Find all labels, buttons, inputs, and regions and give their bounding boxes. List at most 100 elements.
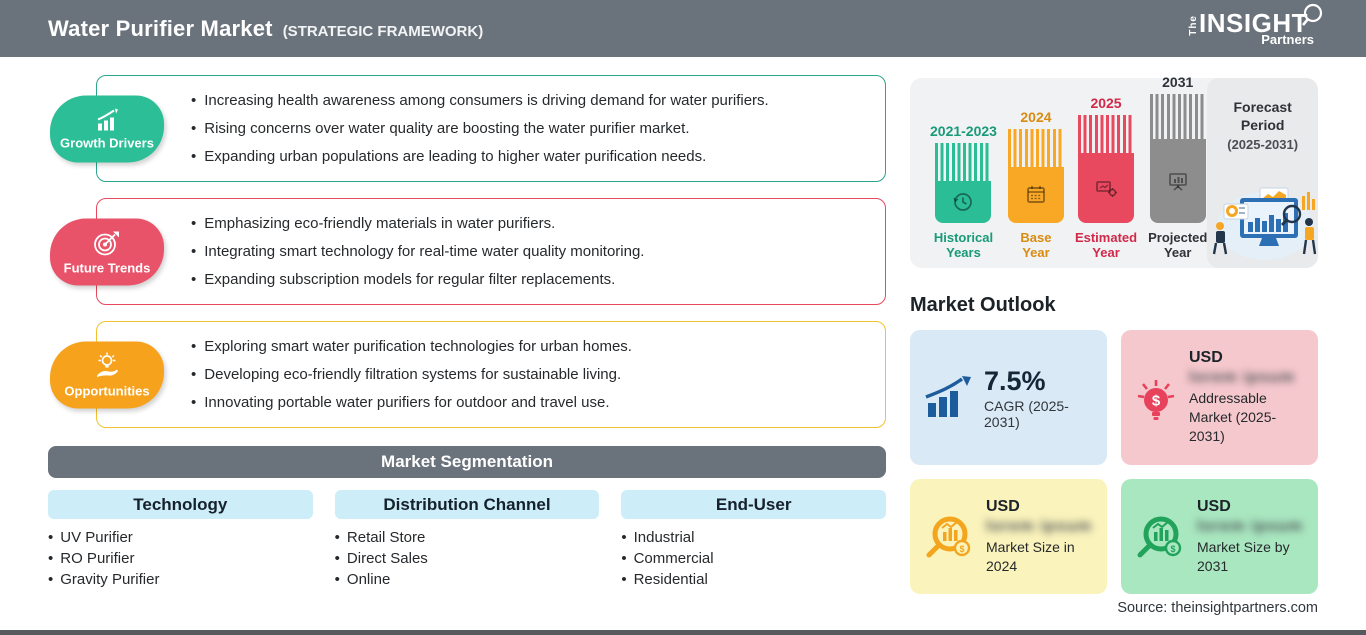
- header-bar: Water Purifier Market (STRATEGIC FRAMEWO…: [0, 0, 1366, 57]
- opportunities-badge: Opportunities: [50, 341, 164, 408]
- logo-insight: INSIGHT: [1199, 3, 1323, 36]
- addressable-market-card: $ USD lorem ipsum Addressable Market (20…: [1121, 330, 1318, 465]
- magnifier-glass-icon: [1300, 3, 1326, 29]
- cagr-value: 7.5%: [984, 365, 1046, 396]
- end-user-item: Commercial: [621, 548, 886, 569]
- report-title: Water Purifier Market: [48, 15, 273, 41]
- distribution-item: Retail Store: [335, 527, 600, 548]
- currency-label: USD: [1189, 349, 1223, 366]
- bottom-border-strip: [0, 630, 1366, 635]
- market-size-2024-card: $ USD lorem ipsum Market Size in 2024: [910, 479, 1107, 594]
- market-outlook-title: Market Outlook: [910, 294, 1056, 316]
- estimated-year-bar: 2025: [1074, 95, 1138, 260]
- future-trends-badge: Future Trends: [50, 218, 164, 285]
- cagr-label: CAGR (2025-2031): [984, 397, 1069, 430]
- bar-chart-growth-icon: [90, 107, 124, 133]
- opportunity-bullet: Developing eco-friendly filtration syste…: [191, 365, 871, 385]
- technology-item: UV Purifier: [48, 527, 313, 548]
- forecast-title: Forecast: [1233, 99, 1292, 115]
- end-user-item: Industrial: [621, 527, 886, 548]
- blurred-value: lorem ipsum: [1189, 369, 1296, 386]
- opportunities-label: Opportunities: [64, 383, 150, 398]
- content-area: Increasing health awareness among consum…: [0, 57, 1366, 616]
- market-segmentation-title: Market Segmentation: [381, 452, 553, 471]
- addressable-market-label: Addressable Market (2025-2031): [1189, 390, 1277, 444]
- framework-column: Increasing health awareness among consum…: [48, 75, 886, 616]
- currency-label: USD: [1197, 497, 1231, 515]
- segmentation-column-technology: Technology UV Purifier RO Purifier Gravi…: [48, 490, 313, 590]
- market-size-2031-label: Market Size by 2031: [1197, 538, 1290, 574]
- growth-drivers-badge: Growth Drivers: [50, 95, 164, 162]
- historical-years-label: Historical: [933, 230, 994, 245]
- base-year-value: 2024: [1020, 109, 1052, 125]
- svg-text:$: $: [1152, 392, 1161, 409]
- growth-bars-icon: [922, 375, 974, 421]
- distribution-item: Direct Sales: [335, 548, 600, 569]
- presentation-chart-icon: [1165, 168, 1191, 194]
- clock-history-icon: [950, 189, 976, 215]
- svg-text:$: $: [1170, 544, 1175, 554]
- insight-partners-logo: The INSIGHT Partners: [1188, 3, 1323, 47]
- calendar-icon: [1023, 182, 1049, 208]
- projected-year-label: Projected: [1148, 230, 1208, 245]
- estimated-year-label: Estimated: [1074, 230, 1138, 245]
- outlook-column: 2021-2023: [910, 74, 1318, 616]
- future-trend-bullet: Expanding subscription models for regula…: [191, 270, 871, 290]
- opportunity-bullet: Exploring smart water purification techn…: [191, 337, 871, 357]
- segmentation-column-enduser: End-User Industrial Commercial Residenti…: [621, 490, 886, 590]
- projected-year-bar: 2031: [1148, 74, 1208, 260]
- projected-year-value: 2031: [1162, 74, 1194, 90]
- report-subtitle: (STRATEGIC FRAMEWORK): [282, 22, 484, 40]
- future-trends-row: Emphasizing eco-friendly materials in wa…: [48, 198, 886, 305]
- segmentation-column-distribution: Distribution Channel Retail Store Direct…: [334, 490, 600, 590]
- opportunity-bullet: Innovating portable water purifiers for …: [191, 393, 871, 413]
- market-segmentation-header: Market Segmentation: [48, 446, 886, 478]
- technology-header: Technology: [48, 490, 313, 519]
- logo-partners: Partners: [1261, 32, 1314, 47]
- technology-item: RO Purifier: [48, 548, 313, 569]
- future-trends-label: Future Trends: [63, 260, 151, 275]
- bulb-dollar-icon: $: [1133, 370, 1179, 426]
- analytics-illustration: [1210, 184, 1320, 262]
- segmentation-grid: Technology UV Purifier RO Purifier Gravi…: [48, 490, 886, 590]
- market-outlook-grid: 7.5% CAGR (2025-2031) $: [910, 330, 1318, 594]
- distribution-channel-header: Distribution Channel: [334, 490, 600, 519]
- growth-driver-bullet: Rising concerns over water quality are b…: [191, 119, 871, 139]
- distribution-item: Online: [335, 569, 600, 590]
- growth-drivers-label: Growth Drivers: [60, 135, 154, 150]
- research-timeline-panel: 2021-2023: [910, 74, 1318, 268]
- historical-years-bar: 2021-2023: [930, 123, 997, 260]
- estimated-year-value: 2025: [1090, 95, 1122, 111]
- magnifier-chart-green-icon: $: [1133, 510, 1187, 564]
- monitor-gear-icon: [1093, 175, 1119, 201]
- base-year-bar: 2024: [1007, 109, 1064, 268]
- currency-label: USD: [986, 497, 1020, 515]
- technology-item: Gravity Purifier: [48, 569, 313, 590]
- svg-text:$: $: [959, 544, 964, 554]
- market-size-2031-card: $ USD lorem ipsum Market Size by 2031: [1121, 479, 1318, 594]
- forecast-period-panel: Forecast Period (2025-2031): [1207, 78, 1318, 268]
- base-year-label: Base: [1020, 230, 1052, 245]
- future-trends-box: Emphasizing eco-friendly materials in wa…: [96, 198, 886, 305]
- end-user-header: End-User: [621, 490, 886, 519]
- growth-drivers-box: Increasing health awareness among consum…: [96, 75, 886, 182]
- opportunities-row: Exploring smart water purification techn…: [48, 321, 886, 428]
- future-trend-bullet: Emphasizing eco-friendly materials in wa…: [191, 214, 871, 234]
- source-attribution: Source: theinsightpartners.com: [1117, 600, 1318, 616]
- forecast-range: (2025-2031): [1227, 137, 1299, 152]
- growth-driver-bullet: Expanding urban populations are leading …: [191, 147, 871, 167]
- historical-years-range: 2021-2023: [930, 123, 997, 139]
- growth-driver-bullet: Increasing health awareness among consum…: [191, 91, 871, 111]
- page-title: Water Purifier Market (STRATEGIC FRAMEWO…: [48, 16, 483, 42]
- logo-the: The: [1188, 15, 1200, 36]
- target-dart-icon: [91, 228, 123, 258]
- timeline-bars: 2021-2023: [910, 74, 1207, 268]
- future-trend-bullet: Integrating smart technology for real-ti…: [191, 242, 871, 262]
- growth-drivers-row: Increasing health awareness among consum…: [48, 75, 886, 182]
- opportunities-box: Exploring smart water purification techn…: [96, 321, 886, 428]
- blurred-value: lorem ipsum: [986, 517, 1093, 535]
- blurred-value: lorem ipsum: [1197, 517, 1304, 535]
- magnifier-chart-orange-icon: $: [922, 510, 976, 564]
- cagr-card: 7.5% CAGR (2025-2031): [910, 330, 1107, 465]
- end-user-item: Residential: [621, 569, 886, 590]
